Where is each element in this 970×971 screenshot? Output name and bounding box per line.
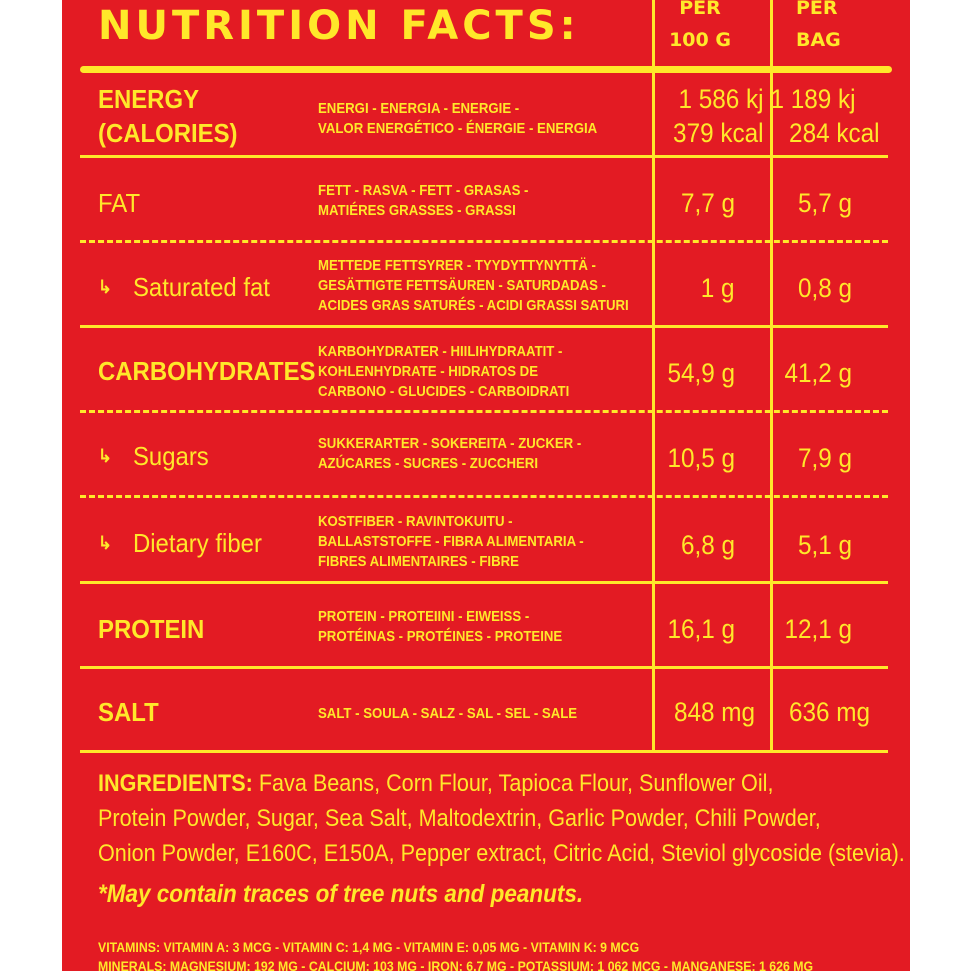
carbohydrates-per-100g: 54,9 g bbox=[667, 358, 735, 388]
allergen-note: *May contain traces of tree nuts and pea… bbox=[98, 880, 584, 908]
row-divider bbox=[80, 155, 888, 158]
saturated-fat-label: ↳ Saturated fat bbox=[98, 272, 270, 302]
row-divider-dashed bbox=[80, 410, 888, 413]
nutrition-title: NUTRITION FACTS: bbox=[98, 3, 580, 49]
protein-translations: PROTEIN - PROTEIINI - EIWEISS - PROTÉINAS… bbox=[318, 608, 563, 645]
fat-translations: FETT - RASVA - FETT - GRASAS - MATIÉRES G… bbox=[318, 182, 529, 219]
nutrition-panel: NUTRITION FACTS: PER 100 G PER BAG ENERGY … bbox=[62, 0, 910, 971]
saturated-fat-per-100g: 1 g bbox=[701, 273, 735, 303]
sub-arrow-icon: ↳ bbox=[98, 446, 112, 466]
dietary-fiber-label: ↳ Dietary fiber bbox=[98, 528, 262, 558]
fat-per-bag: 5,7 g bbox=[797, 188, 852, 218]
energy-kj-per-100g: 1 586 kj bbox=[678, 84, 764, 114]
ingredients-text: INGREDIENTS: Fava Beans, Corn Flour, Tap… bbox=[98, 770, 905, 867]
saturated-fat-per-bag: 0,8 g bbox=[797, 273, 852, 303]
ingredients-heading: INGREDIENTS: bbox=[98, 770, 253, 797]
column-divider-1 bbox=[652, 0, 655, 752]
vitamins-line: VITAMINS: VITAMIN A: 3 MCG - VITAMIN C: … bbox=[98, 939, 640, 955]
carbohydrates-per-bag: 41,2 g bbox=[784, 358, 852, 388]
minerals-line: MINERALS: MAGNESIUM: 192 MG - CALCIUM: 1… bbox=[98, 958, 814, 971]
row-divider bbox=[80, 666, 888, 669]
column-divider-2 bbox=[770, 0, 773, 752]
protein-per-bag: 12,1 g bbox=[784, 614, 852, 644]
carbohydrates-translations: KARBOHYDRATER - HIILIHYDRAATIT - KOHLENHY… bbox=[318, 343, 570, 400]
fat-label: FAT bbox=[98, 188, 141, 218]
col-per-100g-header: PER 100 G bbox=[669, 0, 731, 51]
energy-kcal-per-bag: 284 kcal bbox=[789, 118, 880, 148]
dietary-fiber-per-100g: 6,8 g bbox=[680, 530, 735, 560]
row-divider bbox=[80, 325, 888, 328]
salt-label: SALT bbox=[98, 697, 159, 727]
salt-translations: SALT - SOULA - SALZ - SAL - SEL - SALE bbox=[318, 705, 578, 722]
col-per-bag-header: PER BAG bbox=[796, 0, 841, 51]
sub-arrow-icon: ↳ bbox=[98, 277, 112, 297]
row-divider-dashed bbox=[80, 240, 888, 243]
protein-per-100g: 16,1 g bbox=[667, 614, 735, 644]
saturated-fat-translations: METTEDE FETTSYRER - TYYDYTTYNYTTÄ - GESÄT… bbox=[318, 257, 629, 314]
energy-kj-per-bag: 1 189 kj bbox=[770, 84, 856, 114]
row-divider bbox=[80, 581, 888, 584]
salt-per-100g: 848 mg bbox=[673, 697, 755, 727]
row-divider-dashed bbox=[80, 495, 888, 498]
header-rule bbox=[80, 66, 892, 73]
fat-per-100g: 7,7 g bbox=[680, 188, 735, 218]
energy-label-sub: (CALORIES) bbox=[98, 118, 238, 148]
sub-arrow-icon: ↳ bbox=[98, 533, 112, 553]
salt-per-bag: 636 mg bbox=[788, 697, 870, 727]
carbohydrates-label: CARBOHYDRATES bbox=[98, 356, 316, 386]
energy-kcal-per-100g: 379 kcal bbox=[673, 118, 764, 148]
row-divider bbox=[80, 750, 888, 753]
sugars-per-bag: 7,9 g bbox=[797, 443, 852, 473]
energy-label: ENERGY bbox=[98, 84, 200, 114]
energy-translations: ENERGI - ENERGIA - ENERGIE - VALOR ENERGÉ… bbox=[318, 100, 598, 137]
dietary-fiber-per-bag: 5,1 g bbox=[797, 530, 852, 560]
protein-label: PROTEIN bbox=[98, 614, 205, 644]
sugars-per-100g: 10,5 g bbox=[667, 443, 735, 473]
sugars-translations: SUKKERARTER - SOKEREITA - ZUCKER - AZÚCAR… bbox=[318, 435, 582, 472]
dietary-fiber-translations: KOSTFIBER - RAVINTOKUITU - BALLASTSTOFFE … bbox=[318, 513, 584, 570]
sugars-label: ↳ Sugars bbox=[98, 441, 209, 471]
